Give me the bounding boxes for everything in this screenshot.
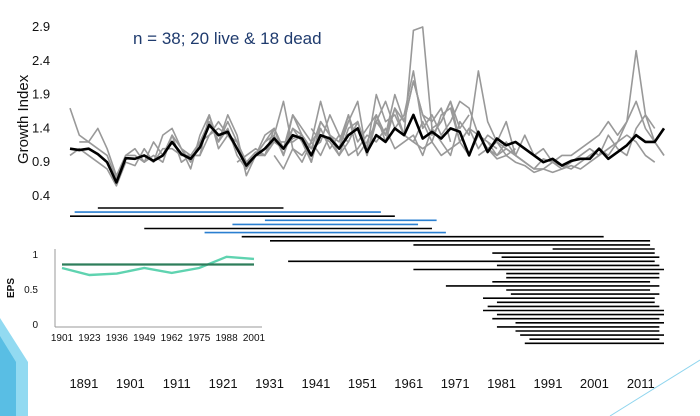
- slide-accent-left-inner: [0, 336, 16, 416]
- year-x-tick-label: 2001: [580, 376, 609, 391]
- eps-x-tick-label: 1988: [215, 333, 238, 344]
- eps-x-ticks: 1901 1923 1936 1949 1962 1975 1988 2001: [51, 333, 266, 344]
- growth-index-chart: 2.9 2.4 1.9 1.4 0.9 0.4 Growth Index n = 38; …: [15, 19, 666, 203]
- year-x-ticks: 1891 1901 1911 1921 1931 1941 1951 1961 1971 1981…: [69, 376, 654, 391]
- year-x-tick-label: 1951: [348, 376, 377, 391]
- year-x-tick-label: 1991: [534, 376, 563, 391]
- individual-series-line: [217, 70, 498, 177]
- year-x-tick-label: 1971: [441, 376, 470, 391]
- growth-y-tick-label: 0.4: [32, 188, 50, 203]
- eps-y-tick-label: 1: [32, 250, 38, 261]
- growth-y-tick-label: 2.9: [32, 19, 50, 34]
- eps-inset-chart: 10.50 1901 1923 1936 1949 1962 1975 1988 2001 E…: [6, 240, 270, 350]
- slide-accent-curve: [609, 359, 700, 416]
- eps-x-tick-label: 1975: [188, 333, 211, 344]
- year-x-tick-label: 1961: [394, 376, 423, 391]
- individual-series-line: [477, 100, 665, 174]
- eps-series: [61, 255, 255, 277]
- eps-y-tick-label: 0.5: [24, 285, 38, 296]
- eps-x-tick-label: 1962: [161, 333, 184, 344]
- growth-y-tick-label: 0.9: [32, 154, 50, 169]
- growth-y-tick-label: 2.4: [32, 53, 50, 68]
- growth-y-ticks: 2.9 2.4 1.9 1.4 0.9 0.4: [32, 19, 50, 203]
- year-x-tick-label: 2011: [627, 376, 655, 391]
- year-x-tick-label: 1941: [301, 376, 330, 391]
- eps-x-tick-label: 1901: [51, 333, 74, 344]
- year-x-tick-label: 1891: [69, 376, 98, 391]
- year-x-tick-label: 1931: [255, 376, 284, 391]
- tree-span-bars: [70, 207, 664, 345]
- individual-series: [69, 26, 665, 187]
- growth-y-axis-label: Growth Index: [15, 74, 32, 164]
- eps-x-tick-label: 2001: [243, 333, 266, 344]
- year-x-tick-label: 1911: [163, 376, 191, 391]
- year-x-tick-label: 1921: [209, 376, 238, 391]
- mean-series-line: [69, 113, 666, 184]
- eps-x-tick-label: 1949: [133, 333, 156, 344]
- growth-y-tick-label: 1.4: [32, 120, 50, 135]
- eps-y-ticks: 10.50: [24, 250, 38, 331]
- eps-y-axis-label: EPS: [6, 278, 17, 298]
- growth-y-tick-label: 1.9: [32, 87, 50, 102]
- mean-series: [69, 113, 666, 184]
- sample-annotation: n = 38; 20 live & 18 dead: [133, 29, 322, 48]
- eps-line: [61, 255, 255, 277]
- eps-y-tick-label: 0: [32, 320, 38, 331]
- eps-x-tick-label: 1936: [106, 333, 129, 344]
- year-x-tick-label: 1901: [116, 376, 145, 391]
- individual-series-line: [236, 70, 516, 163]
- year-x-tick-label: 1981: [487, 376, 516, 391]
- eps-x-tick-label: 1923: [78, 333, 101, 344]
